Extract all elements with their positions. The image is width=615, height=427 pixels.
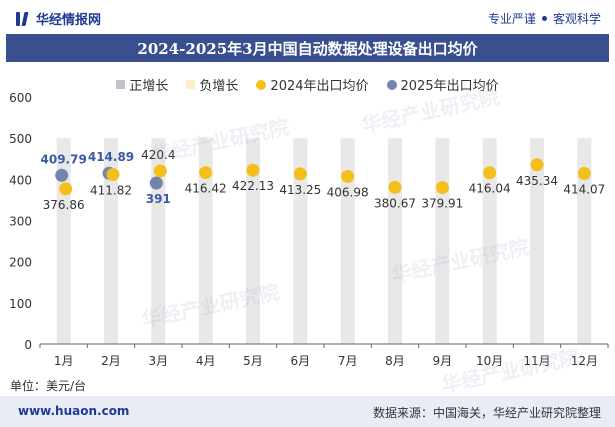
point-2024 (577, 167, 591, 181)
background-column (388, 138, 402, 344)
top-bar: 华经情报网 专业严谨 客观科学 (0, 0, 615, 34)
legend-item-negative[interactable]: 负增长 (186, 75, 238, 94)
y-tick-label: 600 (9, 91, 32, 105)
x-tick-label: 1月 (54, 354, 74, 368)
y-tick-label: 200 (9, 256, 32, 270)
y-tick-label: 400 (9, 173, 32, 187)
background-column (293, 138, 308, 344)
x-tick-label: 4月 (196, 354, 216, 368)
legend-label-negative: 负增长 (199, 79, 239, 94)
legend-label-positive: 正增长 (129, 79, 169, 94)
point-2025 (55, 168, 69, 182)
x-tick-label: 5月 (243, 354, 263, 368)
data-label-2024: 435.34 (516, 174, 558, 188)
y-tick-label: 300 (9, 215, 32, 229)
point-2024 (59, 182, 73, 196)
y-tick-label: 500 (9, 132, 32, 146)
data-label-2024: 422.13 (232, 179, 274, 193)
background-column (530, 138, 544, 344)
footer: www.huaon.com 数据来源：中国海关，华经产业研究院整理 (0, 396, 615, 427)
point-2024 (530, 158, 544, 172)
data-label-2024: 376.86 (43, 198, 85, 212)
data-label-2025: 391 (146, 192, 171, 206)
background-column (482, 138, 497, 344)
y-tick-label: 0 (24, 338, 32, 352)
tagline-right: 客观科学 (552, 12, 601, 26)
point-2024 (435, 181, 449, 195)
data-label-2025: 414.89 (88, 150, 134, 164)
point-2024 (388, 180, 402, 194)
background-column (104, 138, 118, 344)
legend-item-2025[interactable]: 2025年出口均价 (386, 75, 499, 94)
background-column (198, 138, 213, 344)
x-tick-label: 12月 (571, 354, 598, 368)
point-2024 (246, 163, 260, 177)
point-2024 (153, 164, 167, 178)
data-source: 数据来源：中国海关，华经产业研究院整理 (372, 406, 601, 420)
background-column (151, 138, 166, 344)
background-column (435, 138, 450, 344)
background-column (56, 138, 71, 344)
point-2024 (483, 166, 497, 180)
background-column (577, 138, 592, 344)
legend-swatch-2024 (256, 79, 267, 90)
brand-logo-icon (14, 11, 30, 27)
data-label-2024: 420.4 (141, 148, 175, 162)
point-2024 (293, 167, 307, 181)
title-bar: 2024-2025年3月中国自动数据处理设备出口均价 (6, 34, 609, 62)
legend-item-2024[interactable]: 2024年出口均价 (256, 75, 369, 94)
legend-item-positive[interactable]: 正增长 (116, 75, 168, 94)
legend-label-2024: 2024年出口均价 (270, 79, 369, 94)
x-tick-label: 8月 (385, 354, 405, 368)
brand[interactable]: 华经情报网 (14, 9, 101, 28)
data-label-2024: 380.67 (374, 196, 416, 210)
point-2024 (341, 169, 355, 183)
dot-separator-icon (541, 16, 547, 21)
data-label-2024: 406.98 (327, 185, 369, 199)
legend-swatch-positive (116, 80, 126, 89)
website-link[interactable]: www.huaon.com (18, 404, 130, 418)
data-label-2025: 409.79 (41, 152, 87, 166)
x-tick-label: 9月 (433, 354, 453, 368)
point-2025 (149, 176, 163, 190)
brand-name: 华经情报网 (36, 13, 102, 28)
x-tick-label: 10月 (476, 354, 503, 368)
data-label-2024: 414.07 (563, 183, 605, 197)
background-column (340, 138, 355, 344)
data-label-2024: 416.42 (185, 182, 227, 196)
data-label-2024: 413.25 (279, 183, 321, 197)
x-tick-label: 3月 (149, 354, 169, 368)
chart-title: 2024-2025年3月中国自动数据处理设备出口均价 (137, 39, 478, 58)
legend-swatch-negative (186, 80, 196, 89)
x-tick-label: 11月 (523, 354, 550, 368)
tagline-left: 专业严谨 (487, 12, 536, 26)
data-label-2024: 379.91 (421, 197, 463, 211)
data-label-2024: 416.04 (469, 182, 511, 196)
background-column (246, 138, 260, 344)
chart-legend: 正增长 负增长 2024年出口均价 2025年出口均价 (0, 75, 615, 94)
x-tick-label: 6月 (291, 354, 311, 368)
x-tick-label: 7月 (338, 354, 358, 368)
y-tick-label: 100 (9, 297, 32, 311)
x-tick-label: 2月 (101, 354, 121, 368)
legend-swatch-2025 (386, 79, 397, 90)
tagline: 专业严谨 客观科学 (488, 10, 601, 27)
unit-label: 单位：美元/台 (10, 379, 87, 393)
point-2024 (199, 166, 213, 180)
legend-label-2025: 2025年出口均价 (400, 79, 499, 94)
data-label-2024: 411.82 (90, 183, 132, 197)
point-2024 (106, 167, 120, 181)
